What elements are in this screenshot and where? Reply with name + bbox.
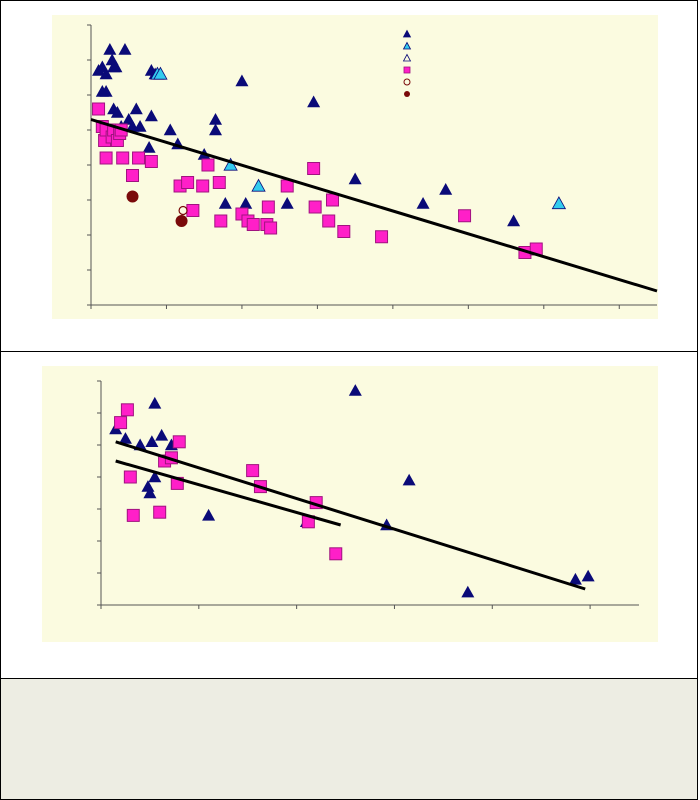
navy-triangle-point (144, 109, 158, 122)
trendline (115, 440, 586, 591)
legend-filled-navy-triangle-icon (402, 29, 412, 38)
navy-triangle-point (109, 60, 123, 73)
magenta-square-point (214, 214, 228, 228)
bottom-chart-panel (0, 351, 698, 679)
navy-triangle-point (239, 197, 253, 209)
magenta-square-point (153, 505, 167, 519)
magenta-square-point (325, 193, 339, 207)
magenta-square-point (172, 435, 186, 449)
navy-triangle-point (110, 106, 124, 118)
legend-open-triangle-icon (402, 53, 412, 62)
navy-triangle-point (235, 74, 249, 87)
cyan-triangle-point (251, 178, 266, 192)
navy-triangle-point (103, 43, 117, 55)
navy-triangle-point (416, 197, 430, 209)
magenta-square-point (337, 225, 351, 238)
magenta-square-point (120, 403, 134, 417)
navy-triangle-point (99, 85, 113, 97)
magenta-square-point (246, 464, 260, 478)
magenta-square-point (280, 179, 294, 193)
navy-triangle-point (163, 123, 177, 136)
top-chart-panel (0, 0, 698, 352)
legend-open-circle-icon (403, 78, 411, 86)
navy-triangle-point (280, 197, 294, 209)
navy-triangle-point (348, 384, 362, 396)
navy-triangle-point (507, 214, 521, 227)
magenta-square-point (212, 176, 226, 189)
navy-triangle-point (133, 120, 147, 132)
magenta-square-point (307, 162, 321, 175)
navy-triangle-point (118, 43, 132, 55)
navy-triangle-point (218, 197, 232, 209)
navy-triangle-point (148, 396, 162, 409)
magenta-square-point (264, 221, 278, 235)
magenta-square-point (114, 416, 128, 430)
navy-triangle-point (202, 508, 216, 521)
navy-triangle-point (142, 141, 156, 153)
navy-triangle-point (143, 486, 157, 499)
legend-magenta-square-icon (403, 66, 411, 74)
maroon-circle-point (126, 190, 139, 203)
magenta-square-point (322, 214, 336, 228)
magenta-square-point (186, 204, 200, 217)
magenta-square-point (246, 218, 260, 231)
trendline (90, 118, 658, 293)
navy-triangle-point (118, 432, 132, 444)
cyan-triangle-point (153, 66, 168, 80)
navy-triangle-point (581, 569, 595, 582)
footer-panel (0, 678, 698, 800)
magenta-square-point (181, 176, 195, 189)
cyan-triangle-point (551, 196, 567, 210)
magenta-square-point (116, 151, 130, 165)
trendline (115, 459, 342, 527)
magenta-square-point (123, 470, 137, 484)
bottom-scatter-chart (42, 366, 658, 642)
magenta-square-point (132, 151, 146, 165)
navy-triangle-point (155, 428, 169, 441)
plot-background (42, 366, 658, 642)
magenta-square-point (261, 200, 275, 214)
magenta-square-point (329, 547, 343, 561)
navy-triangle-point (568, 572, 582, 585)
magenta-square-point (196, 179, 210, 193)
magenta-square-point (92, 102, 106, 116)
magenta-square-point (144, 155, 158, 168)
navy-triangle-point (99, 67, 113, 80)
navy-triangle-point (439, 183, 453, 195)
magenta-square-point (126, 508, 140, 522)
navy-triangle-point (209, 113, 223, 125)
navy-triangle-point (145, 435, 159, 447)
magenta-square-point (375, 230, 389, 244)
navy-triangle-point (209, 123, 223, 136)
maroon-circle-point (175, 215, 188, 227)
magenta-square-point (458, 209, 472, 223)
legend-filled-cyan-triangle-icon (402, 41, 412, 50)
navy-triangle-point (148, 470, 162, 483)
navy-triangle-point (348, 172, 362, 185)
magenta-square-point (99, 151, 113, 165)
legend-maroon-circle-icon (404, 91, 410, 97)
magenta-square-point (308, 200, 322, 214)
magenta-square-point (126, 169, 140, 182)
plot-background (52, 15, 658, 319)
top-scatter-chart (52, 15, 658, 319)
navy-triangle-point (402, 473, 416, 486)
magenta-square-point (201, 158, 215, 172)
open-circle-point (178, 205, 188, 216)
navy-triangle-point (461, 585, 475, 598)
navy-triangle-point (129, 102, 143, 115)
navy-triangle-point (307, 95, 321, 108)
